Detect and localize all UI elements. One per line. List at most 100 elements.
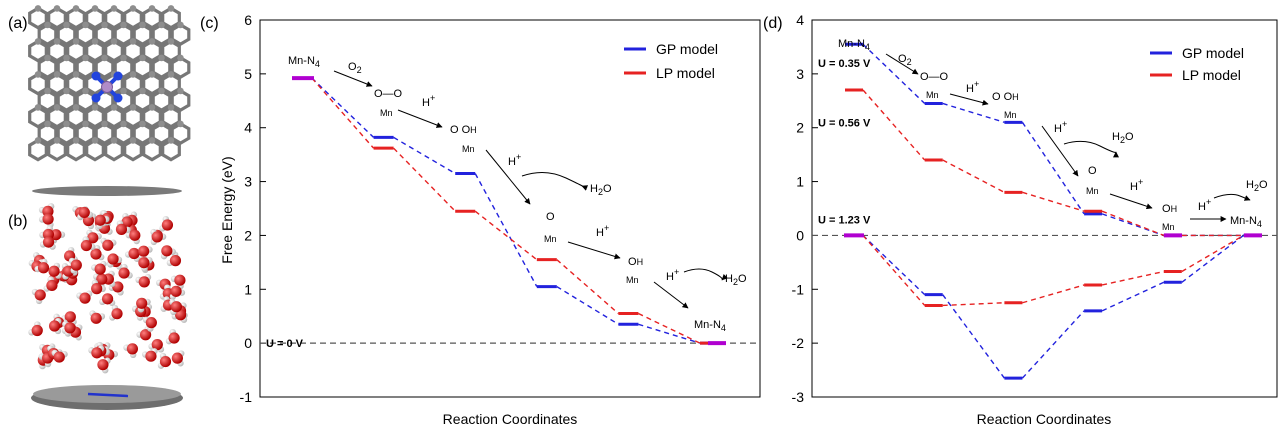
carbon-ring (113, 122, 134, 145)
carbon-atom (82, 87, 89, 95)
carbon-atom (34, 38, 42, 45)
carbon-atom (53, 38, 61, 45)
ann-mn-3: Mn (544, 234, 557, 244)
panel-label-b: (b) (8, 213, 28, 230)
reaction-annotations-d: Mn-N4 O2 O—O Mn H+ O OH Mn H+ H2O O Mn H… (838, 38, 1268, 232)
ann-ooh-o: O—O (374, 88, 403, 100)
carbon-atom (148, 104, 156, 111)
arrow-d-h2o-1 (1063, 140, 1119, 158)
oxygen-atom (70, 259, 82, 271)
carbon-ring (123, 138, 143, 162)
carbon-atom (129, 104, 137, 111)
oxygen-atom (91, 347, 103, 359)
carbon-atom (148, 71, 156, 78)
carbon-ring (132, 89, 153, 112)
carbon-atom (63, 120, 70, 128)
nitrogen-atom (91, 71, 101, 81)
carbon-atom (120, 54, 127, 62)
oxygen-atom (94, 263, 106, 275)
oxygen-atom (138, 245, 150, 257)
ann-d-mn-2: Mn (1004, 110, 1017, 120)
y-tick-label: -3 (792, 389, 805, 405)
carbon-ring (104, 39, 124, 63)
y-axis-title-c: Free Energy (eV) (219, 156, 235, 263)
carbon-atom (177, 120, 184, 128)
structure-illustrations (28, 5, 191, 410)
carbon-ring (132, 122, 153, 145)
carbon-ring (170, 23, 191, 46)
ann-d-h2o-2: H2O (1246, 179, 1268, 193)
carbon-atom (148, 38, 156, 45)
ann-mn-1: Mn (380, 108, 393, 118)
ann-h-1: H+ (422, 93, 435, 109)
carbon-ring (151, 56, 172, 79)
carbon-ring (85, 72, 105, 96)
carbon-ring (66, 138, 86, 162)
oxygen-atom (151, 231, 163, 243)
oxygen-atom (37, 262, 50, 274)
arrow-d-3 (1041, 125, 1079, 177)
oxygen-atom (64, 311, 76, 323)
carbon-atom (120, 120, 127, 128)
carbon-atom (101, 120, 108, 128)
oxygen-atom (138, 276, 150, 288)
ann-d-oh: OH (1162, 203, 1177, 215)
oxygen-atom (145, 350, 157, 362)
carbon-atom (158, 54, 165, 62)
carbon-ring (142, 105, 162, 129)
oxygen-atom (96, 273, 108, 285)
series-connector-lp-model (311, 77, 701, 344)
series-connector-gp-model (311, 77, 701, 344)
carbon-ring (85, 6, 105, 30)
ann-d-mn-n4-end: Mn-N4 (1230, 215, 1262, 229)
carbon-ring (47, 105, 67, 129)
carbon-atom (158, 87, 165, 95)
ann-d-mn-1: Mn (926, 90, 939, 100)
potential-labels-c: U = 0 V (266, 338, 304, 350)
oxygen-atom (31, 324, 43, 337)
oxygen-atom (78, 206, 90, 219)
nitrogen-atom (91, 93, 101, 103)
oxygen-atom (161, 219, 174, 231)
ann-d-h-1: H+ (966, 79, 979, 95)
oxygen-atom (48, 265, 60, 277)
y-axis-ticks-d: -3 -2 -1 0 1 2 3 4 (792, 12, 818, 405)
carbon-atom (53, 5, 61, 12)
oxygen-atom (46, 279, 58, 292)
potential-label: U = 0.35 V (818, 58, 871, 70)
carbon-atom (53, 104, 61, 111)
oxygen-atom (94, 214, 106, 226)
plot-frame-d (811, 19, 1278, 398)
carbon-atom (129, 5, 137, 12)
carbon-ring (170, 122, 191, 145)
carbon-atom (63, 21, 70, 29)
oxygen-atom (102, 293, 114, 305)
carbon-ring (85, 105, 105, 129)
oxygen-atom (80, 239, 92, 252)
ann-mn-4: Mn (626, 275, 639, 285)
plot-frame-c (259, 19, 761, 398)
carbon-atom (129, 137, 137, 144)
oxygen-atom (87, 232, 99, 244)
carbon-atom (167, 137, 175, 144)
oxygen-atom (64, 322, 76, 334)
carbon-ring (47, 6, 67, 30)
oxygen-atom (48, 320, 61, 332)
ann-mn-2: Mn (462, 144, 475, 154)
ann-d-h2o-1: H2O (1112, 131, 1134, 145)
oxygen-atom (170, 301, 183, 313)
carbon-ring (47, 138, 67, 162)
ann-h2o-2: H2O (725, 273, 747, 287)
carbon-atom (129, 38, 137, 45)
carbon-ring (94, 23, 115, 46)
series-connector-lp-model (862, 89, 1244, 237)
oxygen-atom (138, 257, 150, 269)
ann-h-4: H+ (666, 267, 679, 283)
oxygen-atom (42, 236, 55, 248)
carbon-atom (101, 54, 108, 62)
oxygen-atom (171, 352, 183, 364)
oxygen-atom (102, 239, 114, 251)
carbon-atom (63, 54, 70, 62)
y-tick-label: 3 (244, 174, 252, 190)
